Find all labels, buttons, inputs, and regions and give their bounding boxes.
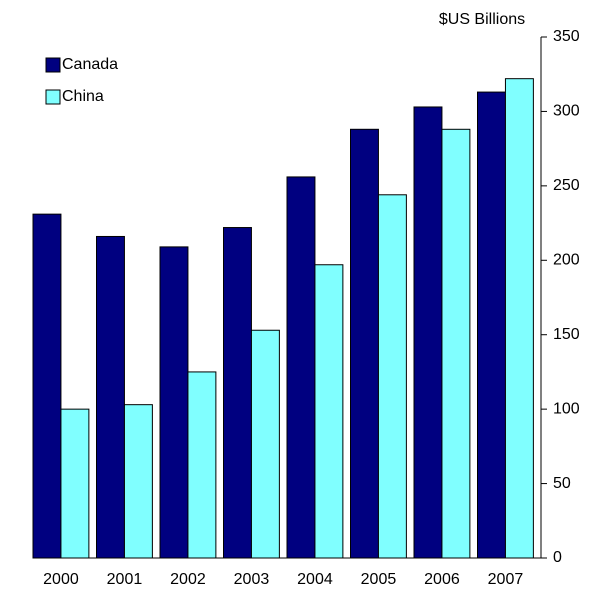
legend-label: China <box>62 88 104 105</box>
x-tick-label: 2001 <box>107 571 143 588</box>
bar <box>60 408 90 559</box>
bar <box>32 213 62 559</box>
bar <box>123 404 153 559</box>
x-tick-label: 2003 <box>234 571 270 588</box>
y-tick-label: 300 <box>553 103 580 120</box>
x-tick-label: 2004 <box>297 571 333 588</box>
y-tick-label: 0 <box>553 549 562 566</box>
bar <box>504 78 534 559</box>
bar <box>250 329 280 559</box>
bar <box>187 371 217 559</box>
bar <box>159 246 189 559</box>
x-tick-label: 2002 <box>170 571 206 588</box>
x-tick-label: 2000 <box>43 571 79 588</box>
y-tick-label: 250 <box>553 177 580 194</box>
x-tick-label: 2005 <box>361 571 397 588</box>
bar <box>350 128 379 559</box>
bar <box>377 194 407 559</box>
bar <box>96 235 125 559</box>
y-tick-label: 50 <box>553 475 571 492</box>
legend-label: Canada <box>62 56 118 73</box>
bar <box>314 264 344 559</box>
y-tick-label: 200 <box>553 252 580 269</box>
bar <box>477 91 506 559</box>
bar <box>413 106 443 559</box>
bar <box>223 227 252 559</box>
legend-swatch <box>45 89 61 105</box>
bar <box>441 128 471 559</box>
x-tick-label: 2006 <box>424 571 460 588</box>
legend-swatch <box>45 57 61 73</box>
y-tick-label: 150 <box>553 326 580 343</box>
bar <box>286 176 316 559</box>
y-tick-label: 350 <box>553 28 580 45</box>
x-tick-label: 2007 <box>488 571 524 588</box>
y-tick-label: 100 <box>553 400 580 417</box>
y-axis-label: $US Billions <box>439 11 525 28</box>
